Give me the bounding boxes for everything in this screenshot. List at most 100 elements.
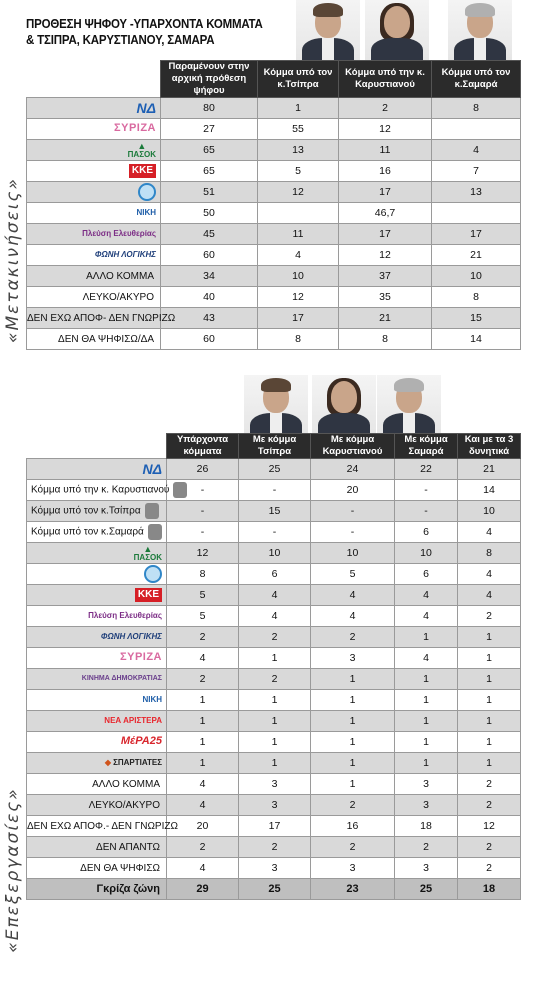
row-label-text: Κόμμα υπό τον κ.Σαμαρά xyxy=(31,526,144,538)
cell-value: 1 xyxy=(310,689,395,711)
table-row: Πλεύση Ελευθερίας 45 11 17 17 xyxy=(26,223,521,245)
row-label: ΛΕΥΚΟ/ΑΚΥΡΟ xyxy=(26,286,161,308)
cell-value: 4 xyxy=(166,773,239,795)
cell-value: 1 xyxy=(166,689,239,711)
row-label: Κόμμα υπό τον κ.Σαμαρά xyxy=(26,521,167,543)
row-label: Κόμμα υπό τον κ.Τσίπρα xyxy=(26,500,167,522)
cell-value: 2 xyxy=(457,857,521,879)
table-row: Κόμμα υπό τον κ.Τσίπρα -15- -10 xyxy=(26,500,521,522)
cell-value: 27 xyxy=(160,118,258,140)
title-line-2: & ΤΣΙΠΡΑ, ΚΑΡΥΣΤΙΑΝΟΥ, ΣΑΜΑΡΑ xyxy=(26,33,215,47)
row-label-text: ΔΕΝ ΑΠΑΝΤΩ xyxy=(96,841,160,853)
cell-value: 1 xyxy=(310,710,395,732)
cell-value: 8 xyxy=(338,328,432,350)
cell-value: 4 xyxy=(457,563,521,585)
cell-value: 3 xyxy=(394,794,458,816)
row-label-text: ΔΕΝ ΕΧΩ ΑΠΟΦ.- ΔΕΝ ΓΝΩΡΙΖΩ xyxy=(27,820,178,832)
row-label: ΝΔ xyxy=(26,97,161,119)
spartiates-logo: ΣΠΑΡΤΙΑΤΕΣ xyxy=(105,758,162,767)
cell-value: 4 xyxy=(166,857,239,879)
cell-value: 2 xyxy=(457,773,521,795)
row-label: ΜέΡΑ25 xyxy=(26,731,167,753)
cell-value: 14 xyxy=(457,479,521,501)
portrait-samaras xyxy=(448,0,512,60)
row-label-text: ΑΛΛΟ ΚΟΜΜΑ xyxy=(86,270,154,282)
table-row: Κόμμα υπό την κ. Καρυστιανού - -20-14 xyxy=(26,479,521,501)
cell-value: 17 xyxy=(431,223,521,245)
row-label: ΦΩΝΗ ΛΟΓΙΚΗΣ xyxy=(26,626,167,648)
row-label: ΣΥΡΙΖΑ xyxy=(26,118,161,140)
cell-value: 1 xyxy=(310,731,395,753)
cell-value: 60 xyxy=(160,244,258,266)
niki-logo: ΝΙΚΗ xyxy=(142,694,162,704)
leader-thumbnail xyxy=(147,524,162,540)
cell-value: 4 xyxy=(431,139,521,161)
cell-value: 4 xyxy=(166,647,239,669)
table-row: ΛΕΥΚΟ/ΑΚΥΡΟ 4 3 2 3 2 xyxy=(26,794,521,816)
nea-aristera-logo: ΝΕΑ ΑΡΙΣΤΕΡΑ xyxy=(104,715,162,725)
table-row: ΦΩΝΗ ΛΟΓΙΚΗΣ 2 2 2 1 1 xyxy=(26,626,521,648)
cell-value: - xyxy=(310,500,395,522)
column-header: Με κόμμα Τσίπρα xyxy=(238,433,311,459)
header-blank xyxy=(26,60,161,98)
table-row: Πλεύση Ελευθερίας 5 4 4 4 2 xyxy=(26,605,521,627)
row-label: ΚΚΕ xyxy=(26,584,167,606)
cell-value: 6 xyxy=(394,521,458,543)
cell-value xyxy=(431,118,521,140)
cell-value: 6 xyxy=(238,563,311,585)
cell-value: 1 xyxy=(166,710,239,732)
cell-value: 80 xyxy=(160,97,258,119)
cell-value: 21 xyxy=(338,307,432,329)
cell-value: 1 xyxy=(166,752,239,774)
row-label-text: ΔΕΝ ΘΑ ΨΗΦΙΣΩ/ΔΑ xyxy=(58,333,154,345)
cell-value: 5 xyxy=(166,584,239,606)
column-header: Με κόμμα Καρυστιανού xyxy=(310,433,395,459)
cell-value: 35 xyxy=(338,286,432,308)
cell-value: 6 xyxy=(394,563,458,585)
cell-value: 46,7 xyxy=(338,202,432,224)
plefsi-logo: Πλεύση Ελευθερίας xyxy=(82,228,156,238)
column-header: Παραμένουν στην αρχική πρόθεση ψήφου xyxy=(160,60,258,98)
cell-value: 11 xyxy=(257,223,339,245)
cell-value: 1 xyxy=(457,647,521,669)
syriza-logo: ΣΥΡΙΖΑ xyxy=(120,651,162,664)
cell-value: 22 xyxy=(394,458,458,480)
cell-value: 2 xyxy=(457,605,521,627)
cell-value: 15 xyxy=(238,500,311,522)
cell-value: 5 xyxy=(310,563,395,585)
cell-value: 37 xyxy=(338,265,432,287)
cell-value: 2 xyxy=(238,626,311,648)
header-blank xyxy=(26,433,167,459)
cell-value: 60 xyxy=(160,328,258,350)
cell-value: 12 xyxy=(457,815,521,837)
cell-value: 2 xyxy=(166,836,239,858)
cell-value: 21 xyxy=(431,244,521,266)
cell-value: 3 xyxy=(238,773,311,795)
cell-value: 17 xyxy=(238,815,311,837)
cell-value: 2 xyxy=(238,668,311,690)
cell-value: 55 xyxy=(257,118,339,140)
cell-value: 4 xyxy=(238,584,311,606)
cell-value: 65 xyxy=(160,160,258,182)
row-label-text: Κόμμα υπό τον κ.Τσίπρα xyxy=(31,505,141,517)
cell-value: - xyxy=(238,521,311,543)
total-value: 23 xyxy=(310,878,395,900)
cell-value: 43 xyxy=(160,307,258,329)
cell-value: 18 xyxy=(394,815,458,837)
nd-logo: ΝΔ xyxy=(136,100,156,116)
cell-value: 34 xyxy=(160,265,258,287)
cell-value xyxy=(257,202,339,224)
column-header: Με κόμμα Σαμαρά xyxy=(394,433,458,459)
cell-value: 1 xyxy=(457,689,521,711)
row-label xyxy=(26,563,167,585)
cell-value: 1 xyxy=(394,626,458,648)
cell-value: 10 xyxy=(310,542,395,564)
cell-value: 12 xyxy=(166,542,239,564)
title-line-1: ΠΡΟΘΕΣΗ ΨΗΦΟΥ -ΥΠΑΡΧΟΝΤΑ ΚΟΜΜΑΤΑ xyxy=(26,17,263,31)
page-title: ΠΡΟΘΕΣΗ ΨΗΦΟΥ -ΥΠΑΡΧΟΝΤΑ ΚΟΜΜΑΤΑ & ΤΣΙΠΡ… xyxy=(26,16,265,48)
nd-logo: ΝΔ xyxy=(142,461,162,477)
column-header: Κόμμα υπό τον κ.Σαμαρά xyxy=(431,60,521,98)
cell-value: 15 xyxy=(431,307,521,329)
vote-processing-table: Υπάρχοντα κόμματα Με κόμμα Τσίπρα Με κόμμα… xyxy=(26,433,521,900)
